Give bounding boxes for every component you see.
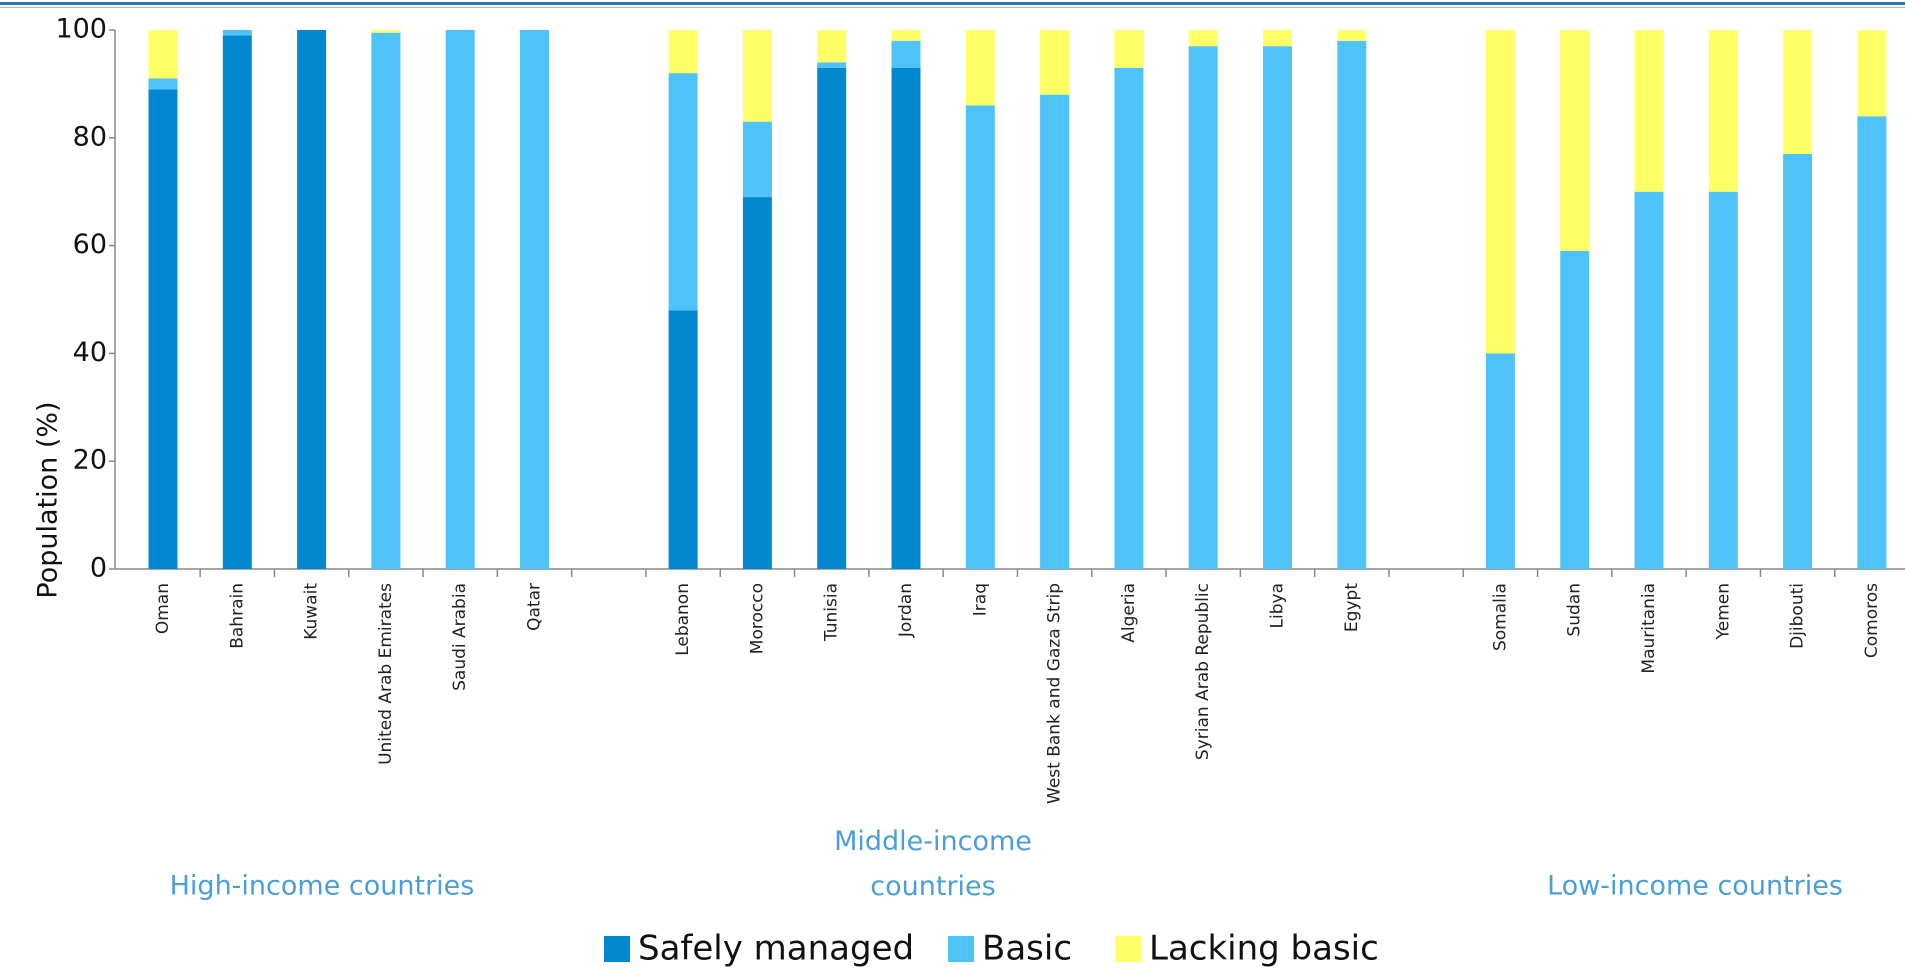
- x-tick-label: Comoros: [1862, 583, 1882, 658]
- bar-segment: [1188, 46, 1218, 570]
- legend-label: Basic: [982, 929, 1072, 969]
- x-tick-label: West Bank and Gaza Strip: [1045, 583, 1065, 804]
- bar-segment: [222, 35, 252, 569]
- bar-segment: [1114, 67, 1144, 569]
- bar-segment: [371, 32, 401, 569]
- bar-segment: [1634, 191, 1664, 569]
- x-tick-label: Iraq: [970, 583, 990, 616]
- legend-swatch: [1115, 936, 1141, 962]
- bar-segment: [1857, 30, 1887, 117]
- group-label: Low-income countries: [1547, 871, 1843, 902]
- bar-segment: [445, 30, 475, 569]
- bar-segment: [1263, 46, 1292, 570]
- x-tick-label: Libya: [1268, 583, 1288, 628]
- bar-segment: [668, 310, 698, 569]
- x-tick-label: Oman: [153, 583, 173, 634]
- bar-segment: [520, 30, 549, 569]
- bar-segment: [371, 30, 401, 33]
- x-tick-label: Qatar: [525, 583, 545, 631]
- bar-segment: [1560, 30, 1590, 251]
- y-tick-label: 0: [90, 553, 107, 584]
- bar-segment: [817, 62, 847, 68]
- top-border: [0, 7, 1905, 8]
- bar-segment: [1337, 40, 1367, 569]
- bar-segment: [1634, 30, 1664, 192]
- x-tick-label: Tunisia: [822, 583, 842, 642]
- bar-segment: [1857, 116, 1887, 570]
- bar-segment: [1188, 30, 1218, 47]
- bar-segment: [222, 30, 252, 36]
- y-tick-label: 40: [73, 337, 107, 368]
- group-label: Middle-income countries: [834, 826, 1032, 902]
- legend-label: Lacking basic: [1149, 929, 1379, 969]
- x-tick-label: Yemen: [1713, 583, 1733, 640]
- x-tick-label: Syrian Arab Republic: [1193, 583, 1213, 760]
- y-tick-label: 60: [73, 229, 107, 260]
- bar-segment: [148, 78, 178, 90]
- x-tick-label: United Arab Emirates: [376, 583, 396, 765]
- bar-segment: [1337, 30, 1367, 41]
- bar-segment: [817, 67, 847, 569]
- legend-swatch: [948, 936, 974, 962]
- x-tick-label: Lebanon: [673, 583, 693, 656]
- x-tick-label: Sudan: [1565, 583, 1585, 637]
- bar-segment: [1040, 30, 1070, 95]
- bar-segment: [1485, 353, 1515, 569]
- bar-segment: [1485, 30, 1515, 354]
- bar-segment: [297, 30, 327, 569]
- y-axis-title: Population (%): [33, 401, 64, 598]
- legend-swatch: [604, 936, 630, 962]
- x-tick-label: Jordan: [896, 583, 916, 638]
- bar-segment: [1783, 153, 1813, 569]
- x-tick-label: Morocco: [747, 583, 767, 654]
- bar-segment: [891, 40, 921, 68]
- bar-segment: [742, 197, 772, 569]
- legend-label: Safely managed: [638, 929, 914, 969]
- x-tick-label: Egypt: [1342, 583, 1362, 632]
- x-tick-label: Somalia: [1490, 583, 1510, 651]
- bar-segment: [1560, 250, 1590, 570]
- bar-segment: [1040, 94, 1070, 570]
- y-tick-label: 80: [73, 121, 107, 152]
- bar-segment: [1114, 30, 1144, 68]
- bar-segment: [1783, 30, 1813, 154]
- bar-segment: [891, 67, 921, 569]
- group-label-line: Middle-income: [834, 826, 1032, 857]
- y-tick-label: 100: [55, 14, 107, 45]
- bar-segment: [891, 30, 921, 41]
- group-label: High-income countries: [170, 871, 475, 902]
- x-tick-label: Djibouti: [1788, 583, 1808, 649]
- bar-segment: [1708, 30, 1738, 192]
- group-label-line: countries: [870, 871, 995, 902]
- x-tick-label: Kuwait: [302, 583, 322, 640]
- x-tick-label: Bahrain: [227, 583, 247, 649]
- bar-segment: [668, 73, 698, 311]
- x-tick-label: Saudi Arabia: [450, 583, 470, 691]
- bar-segment: [742, 121, 772, 198]
- y-tick-label: 20: [73, 445, 107, 476]
- bar-segment: [817, 30, 847, 63]
- bar-segment: [148, 89, 178, 569]
- bar-segment: [1263, 30, 1292, 47]
- bar-segment: [668, 30, 698, 74]
- top-border: [0, 2, 1905, 5]
- bar-segment: [965, 105, 995, 570]
- bar-segment: [742, 30, 772, 122]
- bar-segment: [965, 30, 995, 106]
- bar-segment: [148, 30, 178, 79]
- x-tick-label: Algeria: [1119, 583, 1139, 643]
- bar-segment: [1708, 191, 1738, 569]
- x-tick-label: Mauritania: [1639, 583, 1659, 674]
